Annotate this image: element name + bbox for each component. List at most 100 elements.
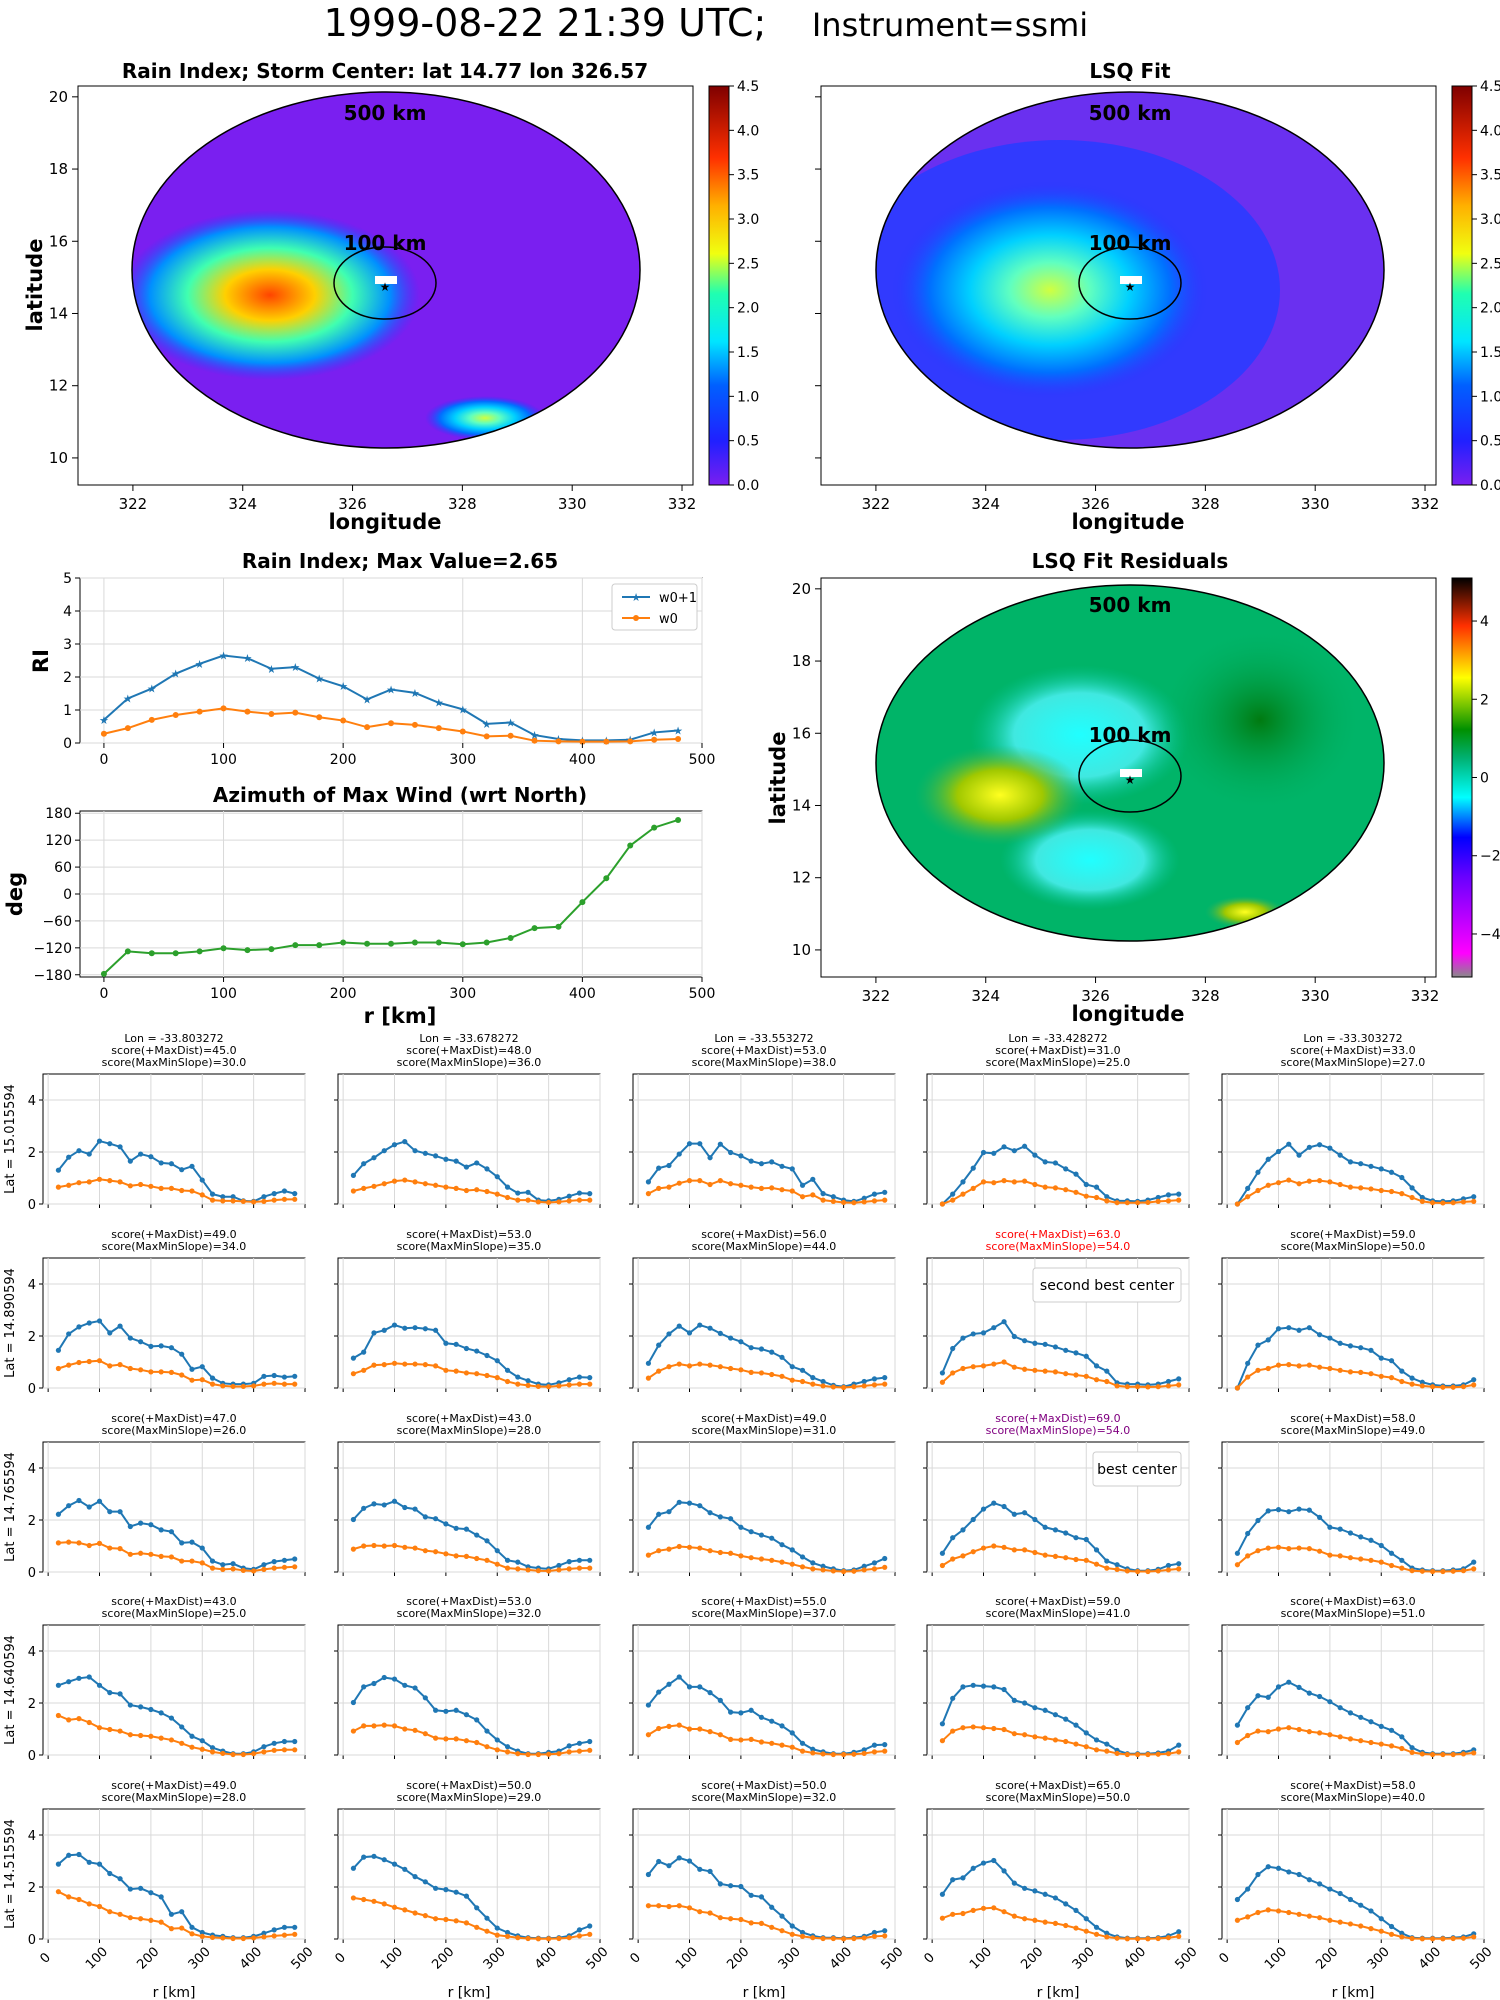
fit-map-500km-ring <box>875 91 1385 449</box>
data-point <box>391 1904 398 1910</box>
data-point <box>1306 1144 1312 1150</box>
data-point <box>1450 1751 1456 1758</box>
data-point <box>871 1376 878 1382</box>
data-point <box>1176 1191 1182 1197</box>
data-point <box>55 1861 62 1867</box>
data-point <box>1358 1345 1364 1351</box>
score-panel: score(+MaxDist)=63.0score(MaxMinSlope)=5… <box>923 1228 1190 1392</box>
data-point <box>138 1732 144 1739</box>
data-point <box>1083 1373 1089 1379</box>
data-point <box>271 1933 277 1939</box>
data-point <box>412 1545 418 1551</box>
data-point <box>1471 1198 1477 1204</box>
y-tick-label: 0 <box>28 1198 36 1213</box>
data-point: ★ <box>362 693 372 706</box>
data-point <box>281 1564 288 1570</box>
data-point <box>645 1552 652 1558</box>
data-point <box>1135 1384 1141 1390</box>
data-point <box>1317 1548 1323 1554</box>
data-point <box>463 1920 470 1926</box>
data-point <box>1001 1178 1007 1184</box>
data-point <box>494 1548 500 1554</box>
data-point <box>799 1367 806 1373</box>
score-panel: score(+MaxDist)=56.0score(MaxMinSlope)=4… <box>629 1228 896 1392</box>
data-point <box>127 1886 133 1892</box>
data-point <box>515 1559 521 1565</box>
data-point <box>1430 1200 1436 1206</box>
x-tick-label: 300 <box>1365 1944 1393 1972</box>
data-point <box>443 1736 449 1742</box>
data-point <box>1063 1738 1069 1745</box>
y-tick-label: 5 <box>63 571 72 587</box>
data-point <box>1368 1347 1374 1353</box>
data-point <box>1275 1865 1282 1871</box>
data-point <box>656 1368 662 1374</box>
data-point <box>1042 1368 1048 1374</box>
data-point <box>402 1726 408 1732</box>
data-point <box>158 1735 164 1741</box>
data-point <box>1388 1375 1395 1381</box>
data-point <box>1347 1710 1354 1716</box>
data-point <box>1083 1193 1089 1199</box>
data-point <box>525 1567 531 1573</box>
data-point <box>55 1540 62 1546</box>
data-point <box>271 1191 277 1197</box>
data-point <box>391 1723 398 1729</box>
rain-map-title: Rain Index; Storm Center: lat 14.77 lon … <box>122 59 648 83</box>
data-point <box>810 1176 816 1182</box>
panel-frame <box>42 1624 306 1756</box>
data-point <box>960 1875 966 1881</box>
panel-frame <box>42 1073 306 1205</box>
data-point <box>950 1345 956 1352</box>
data-point <box>748 1184 754 1190</box>
data-point <box>412 1910 418 1916</box>
data-point <box>433 1153 439 1159</box>
data-point <box>1265 1337 1271 1343</box>
score-maxdist: score(+MaxDist)=49.0 <box>111 1228 236 1241</box>
score-maxdist: score(+MaxDist)=56.0 <box>701 1228 826 1241</box>
data-point <box>350 1188 357 1194</box>
data-point <box>980 1860 987 1866</box>
col-lon-title: Lon = -33.553272 <box>714 1032 813 1045</box>
data-point <box>220 945 227 952</box>
data-point <box>158 1343 164 1349</box>
data-point <box>1155 1194 1161 1201</box>
data-point <box>515 1381 521 1387</box>
data-point <box>779 1913 785 1919</box>
data-point <box>758 1185 765 1191</box>
data-point <box>1430 1751 1436 1758</box>
data-point <box>1471 1750 1477 1756</box>
panel-frame <box>926 1073 1190 1205</box>
data-point <box>1255 1169 1261 1175</box>
data-point <box>474 1348 480 1354</box>
data-point <box>422 1913 428 1919</box>
data-point <box>1011 1333 1017 1340</box>
data-point <box>1104 1198 1110 1204</box>
fit-map-xtick-label: 326 <box>1081 495 1110 513</box>
data-point <box>391 1142 398 1148</box>
fit-map-title: LSQ Fit <box>1089 59 1171 83</box>
azimuth-chart: Azimuth of Max Wind (wrt North) 0 100 200 3… <box>3 783 715 1028</box>
panel-frame <box>926 1624 1190 1756</box>
y-tick-label: −120 <box>34 941 72 957</box>
data-point <box>138 1704 144 1710</box>
data-point <box>676 1323 682 1329</box>
data-point <box>1419 1568 1425 1574</box>
data-point <box>535 1199 541 1205</box>
data-point <box>779 1542 785 1548</box>
colorbar-tick-label: 0.0 <box>737 478 759 494</box>
data-point <box>1135 1200 1141 1206</box>
rain-map-100km-ring <box>333 246 437 320</box>
data-point <box>960 1725 966 1731</box>
data-point <box>55 1347 62 1353</box>
data-point <box>1358 1185 1364 1191</box>
row-lat-label: Lat = 15.015594 <box>3 1084 18 1194</box>
score-maxdist: score(+MaxDist)=43.0 <box>406 1412 531 1425</box>
data-point <box>189 1188 195 1194</box>
data-point <box>1165 1567 1172 1573</box>
data-point <box>587 1191 593 1197</box>
data-point <box>1337 1340 1343 1346</box>
data-point <box>76 1497 82 1504</box>
data-point <box>168 1185 175 1191</box>
data-point <box>656 1725 662 1732</box>
